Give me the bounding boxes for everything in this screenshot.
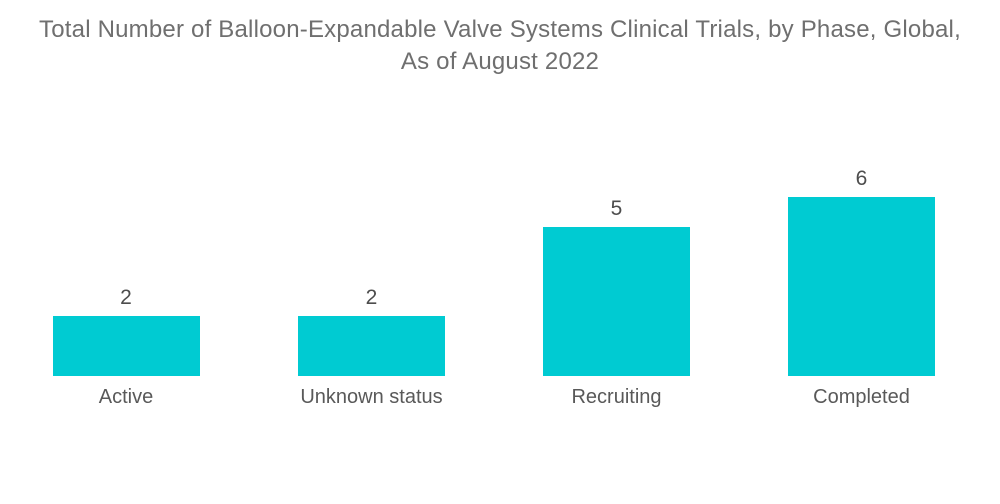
category-label: Completed — [813, 386, 910, 408]
bar-recruiting — [543, 227, 690, 376]
value-label: 2 — [120, 286, 132, 310]
bar-active — [52, 316, 200, 376]
category-label: Active — [98, 386, 154, 408]
value-label: 6 — [855, 167, 868, 191]
category-label: Unknown status — [300, 386, 443, 408]
category-label: Recruiting — [571, 386, 662, 408]
chart-title: Total Number of Balloon-Expandable Valve… — [39, 16, 961, 75]
bar-completed — [788, 197, 935, 376]
bar-unknown-status — [298, 316, 445, 376]
value-label: 5 — [610, 197, 623, 220]
value-label: 2 — [365, 286, 378, 310]
